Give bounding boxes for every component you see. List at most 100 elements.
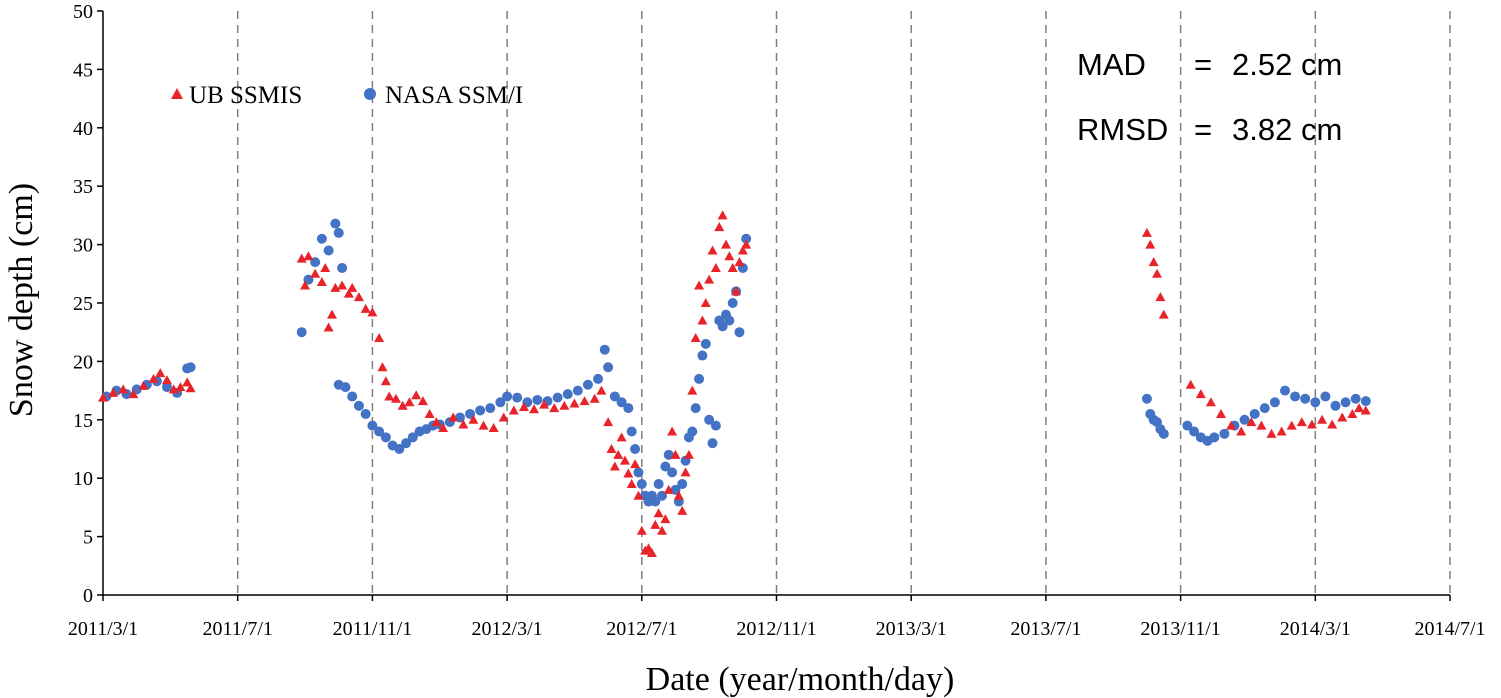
data-point (650, 519, 661, 529)
x-tick-label: 2012/3/1 (472, 618, 543, 640)
data-point (108, 387, 119, 397)
data-point (626, 426, 637, 437)
data-point (673, 490, 684, 500)
data-point (569, 398, 580, 408)
data-point (390, 393, 401, 403)
data-point (579, 396, 590, 406)
data-point (1249, 408, 1260, 419)
data-point (1300, 393, 1311, 404)
data-point (485, 403, 496, 414)
legend-label-nasa-ssmi: NASA SSM/I (385, 82, 523, 109)
data-point (731, 286, 742, 296)
data-point (1195, 389, 1206, 399)
data-point (717, 321, 728, 332)
data-point (630, 459, 641, 469)
data-point (138, 380, 149, 390)
data-point (360, 303, 371, 313)
data-point (741, 233, 752, 244)
data-point (727, 298, 738, 308)
data-point (360, 408, 371, 419)
series-ub-ssmis (98, 210, 1371, 557)
data-point (185, 362, 196, 373)
rmsd-value: 3.82 cm (1232, 112, 1342, 147)
y-tick-label: 30 (73, 235, 93, 257)
x-tick-label: 2011/11/1 (333, 618, 413, 640)
rmsd-equals: = (1194, 112, 1212, 147)
data-points (98, 210, 1371, 557)
data-point (690, 333, 701, 343)
data-point (630, 444, 641, 454)
data-point (1158, 428, 1169, 439)
data-point (727, 262, 738, 272)
y-tick-label: 35 (73, 176, 93, 198)
data-point (296, 253, 307, 263)
x-tick-label: 2012/11/1 (736, 618, 816, 640)
data-point (1306, 419, 1317, 429)
data-point (552, 392, 563, 403)
y-axis-title: Snow depth (cm) (3, 183, 40, 417)
data-point (300, 280, 311, 290)
data-point (175, 382, 186, 392)
data-point (1354, 403, 1365, 413)
data-point (724, 315, 735, 326)
data-point (1239, 414, 1250, 425)
data-point (559, 400, 570, 410)
data-point (677, 505, 688, 515)
data-point (320, 262, 331, 272)
data-point (128, 389, 139, 399)
data-point (1182, 420, 1193, 431)
data-point (1320, 391, 1331, 402)
y-tick-label: 50 (73, 1, 93, 23)
data-point (367, 307, 378, 317)
data-point (438, 422, 449, 432)
data-point (582, 379, 593, 390)
data-point (663, 449, 674, 460)
data-point (1296, 417, 1307, 427)
data-point (1286, 420, 1297, 430)
data-point (1246, 417, 1257, 427)
data-point (353, 400, 364, 411)
data-point (431, 417, 442, 427)
data-point (623, 468, 634, 478)
data-point (596, 385, 607, 395)
data-point (593, 373, 604, 384)
data-point (316, 276, 327, 286)
data-point (1209, 432, 1220, 443)
data-point (1141, 227, 1152, 237)
data-point (714, 222, 725, 232)
data-point (1269, 397, 1280, 408)
data-point (1256, 420, 1267, 430)
data-point (337, 262, 348, 273)
x-tick-label: 2013/3/1 (876, 618, 947, 640)
data-point (529, 404, 540, 414)
data-point (633, 490, 644, 500)
data-point (1350, 393, 1361, 404)
data-point (1360, 405, 1371, 415)
data-point (1360, 396, 1371, 407)
data-point (1152, 268, 1163, 278)
data-point (636, 479, 647, 490)
data-point (710, 262, 721, 272)
data-point (448, 412, 459, 422)
x-tick-label: 2014/7/1 (1414, 618, 1485, 640)
data-point (1317, 414, 1328, 424)
data-point (663, 484, 674, 494)
data-point (296, 327, 307, 338)
data-point (653, 479, 664, 490)
data-point (690, 403, 701, 414)
data-point (397, 400, 408, 410)
data-point (411, 390, 422, 400)
data-point (404, 397, 415, 407)
data-point (623, 403, 634, 414)
data-point (616, 432, 627, 442)
data-point (650, 496, 661, 507)
data-point (458, 419, 469, 429)
data-point (380, 376, 391, 386)
y-tick-label: 25 (73, 293, 93, 315)
data-point (613, 449, 624, 459)
data-point (633, 467, 644, 478)
data-point (454, 412, 465, 423)
data-point (1216, 408, 1227, 418)
data-point (118, 384, 129, 394)
